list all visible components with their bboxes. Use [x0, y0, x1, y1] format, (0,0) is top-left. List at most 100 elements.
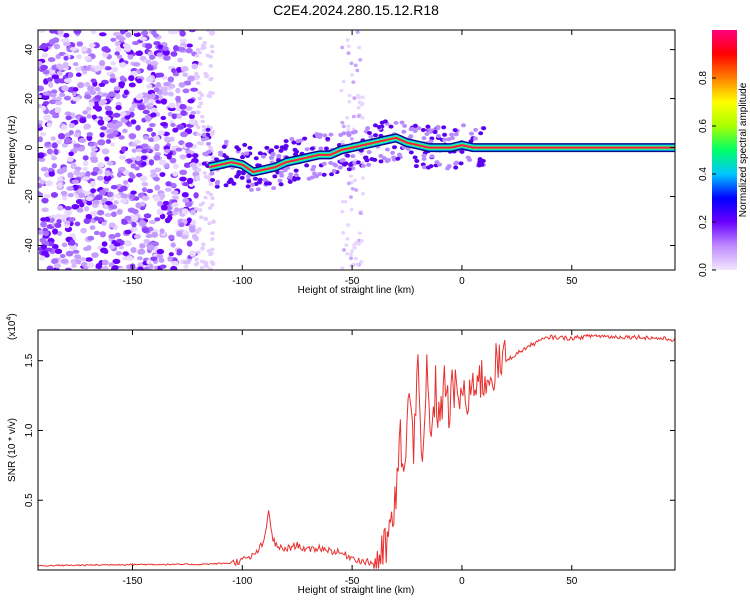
noise-point [373, 133, 379, 138]
noise-point [131, 148, 137, 153]
noise-point [42, 69, 50, 75]
noise-point [111, 66, 119, 73]
noise-point [139, 220, 147, 227]
noise-point [186, 43, 193, 48]
noise-point [41, 197, 49, 204]
noise-point [176, 124, 185, 130]
noise-point [209, 203, 215, 207]
noise-point [350, 249, 355, 253]
noise-point [38, 85, 45, 92]
noise-point [90, 188, 97, 194]
noise-point [390, 150, 396, 155]
noise-point [123, 45, 132, 52]
noise-point [168, 252, 174, 257]
noise-point [391, 155, 397, 160]
noise-point [83, 206, 90, 212]
noise-point [293, 173, 299, 178]
noise-point [143, 213, 152, 219]
noise-point [53, 43, 61, 50]
noise-point [159, 172, 166, 177]
noise-point [349, 137, 354, 141]
noise-point [425, 165, 431, 170]
noise-point [408, 127, 414, 132]
noise-point [182, 181, 190, 187]
noise-point [38, 94, 43, 100]
noise-point [446, 137, 452, 142]
noise-point [77, 81, 85, 89]
noise-point [146, 116, 152, 122]
noise-point [412, 128, 418, 133]
noise-point [143, 238, 151, 244]
noise-point [109, 73, 116, 79]
noise-point [197, 90, 202, 95]
noise-point [182, 72, 189, 78]
noise-point [171, 68, 177, 74]
noise-point [195, 230, 200, 235]
noise-point [43, 193, 51, 199]
noise-point [360, 116, 365, 120]
noise-point [40, 221, 47, 228]
figure-title: C2E4.2024.280.15.12.R18 [273, 2, 439, 18]
noise-point [84, 94, 92, 100]
noise-point [131, 215, 139, 222]
noise-point [172, 195, 180, 200]
noise-point [69, 233, 76, 238]
noise-point [60, 214, 68, 220]
noise-point [72, 96, 81, 102]
noise-point [360, 95, 365, 99]
noise-point [350, 154, 356, 159]
noise-point [101, 241, 108, 247]
noise-point [162, 46, 169, 52]
noise-point [245, 184, 251, 189]
noise-point [157, 44, 164, 49]
noise-point [188, 225, 195, 232]
noise-point [92, 166, 100, 172]
noise-point [393, 120, 399, 125]
noise-point [179, 169, 188, 176]
noise-point [260, 154, 266, 159]
noise-point [104, 212, 112, 217]
noise-point [142, 109, 150, 115]
noise-point [53, 148, 59, 156]
noise-point [346, 44, 351, 49]
ridge-core [209, 136, 675, 173]
noise-point [178, 222, 185, 228]
noise-point [331, 162, 337, 167]
noise-point [150, 93, 156, 100]
noise-point [136, 172, 143, 178]
noise-point [328, 132, 334, 137]
noise-point [424, 131, 430, 136]
noise-point [432, 130, 438, 135]
noise-point [244, 151, 250, 156]
noise-point [317, 134, 323, 139]
y-tick-label: 1.0 [24, 423, 35, 437]
spectrogram-y-ticks: -40 -20 0 20 40 [24, 44, 675, 253]
noise-point [459, 149, 465, 154]
noise-point [116, 238, 123, 243]
colorbar-tick-label: 0.4 [698, 167, 709, 181]
noise-point [38, 176, 42, 181]
noise-point [87, 85, 95, 92]
noise-point [344, 243, 349, 247]
noise-point [124, 114, 131, 120]
noise-point [279, 173, 285, 178]
noise-point [104, 105, 112, 111]
noise-point [110, 185, 118, 190]
noise-point [317, 172, 323, 177]
noise-point [201, 132, 207, 137]
noise-point [197, 141, 202, 145]
noise-point [135, 155, 142, 162]
noise-point [246, 179, 252, 184]
noise-point [136, 256, 143, 261]
noise-point [194, 257, 199, 262]
noise-point [208, 192, 214, 197]
noise-point [132, 61, 141, 67]
noise-point [277, 178, 283, 183]
noise-point [108, 91, 116, 97]
noise-point [145, 59, 152, 65]
noise-point [269, 148, 275, 153]
noise-point [200, 114, 205, 119]
noise-point [99, 132, 105, 138]
noise-point [110, 142, 116, 147]
noise-point [205, 53, 210, 58]
